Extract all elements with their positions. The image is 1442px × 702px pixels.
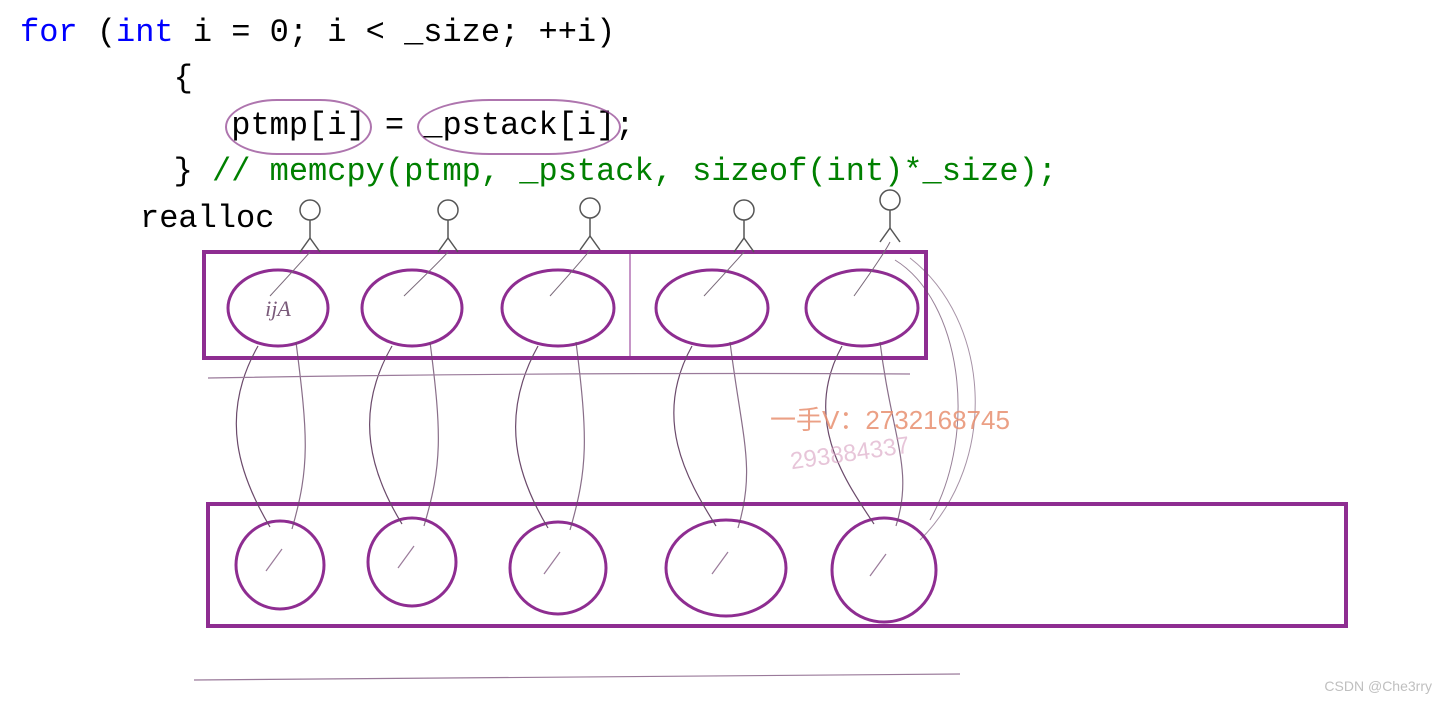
code-line-assign: ptmp[i] = _pstack[i]; xyxy=(20,103,1057,149)
for-keyword: for xyxy=(20,14,78,51)
code-line-for: for (int i = 0; i < _size; ++i) xyxy=(20,10,1057,56)
sweep-arc-2 xyxy=(910,258,975,540)
watermark-line1: 一手V：2732168745 xyxy=(770,400,1010,437)
copy-arc-0 xyxy=(236,346,270,527)
code-line-brace-open: { xyxy=(20,56,1057,102)
top-slot-4 xyxy=(806,270,918,346)
int-keyword: int xyxy=(116,14,174,51)
top-slot-2 xyxy=(502,270,614,346)
stick-figure-2 xyxy=(550,198,600,296)
stick-figure-1 xyxy=(404,200,458,296)
rhs-circled: _pstack[i] xyxy=(423,103,615,149)
watermark-line2: 293884337 xyxy=(789,432,912,476)
comment-memcpy: // memcpy(ptmp, _pstack, sizeof(int)*_si… xyxy=(212,153,1057,190)
copy-arc-3 xyxy=(674,346,716,526)
realloc-label: realloc xyxy=(140,200,274,237)
bottom-slot-3 xyxy=(666,520,786,616)
top-slot-0 xyxy=(228,270,328,346)
stick-figure-4 xyxy=(854,190,900,296)
bottom-slot-1 xyxy=(368,518,456,606)
underline-bottom xyxy=(194,674,960,680)
code-block: for (int i = 0; i < _size; ++i) { ptmp[i… xyxy=(20,10,1057,196)
stick-figure-3 xyxy=(704,200,754,296)
copy-arc-2 xyxy=(516,346,548,528)
stick-figure-0 xyxy=(270,200,320,296)
top-array-rect xyxy=(204,252,926,358)
top-slot-1 xyxy=(362,270,462,346)
bottom-slot-0 xyxy=(236,521,324,609)
bottom-slot-2 xyxy=(510,522,606,614)
sweep-arc-1 xyxy=(895,260,958,520)
copy-arc-1 xyxy=(370,346,402,524)
csdn-watermark: CSDN @Che3rry xyxy=(1324,678,1432,694)
top-slot-annot: ijA xyxy=(265,296,291,321)
lhs-circled: ptmp[i] xyxy=(231,103,365,149)
top-slot-3 xyxy=(656,270,768,346)
code-line-brace-close: } // memcpy(ptmp, _pstack, sizeof(int)*_… xyxy=(20,149,1057,195)
bottom-slot-4 xyxy=(832,518,936,622)
underline-top xyxy=(208,374,910,379)
bottom-array-rect xyxy=(208,504,1346,626)
